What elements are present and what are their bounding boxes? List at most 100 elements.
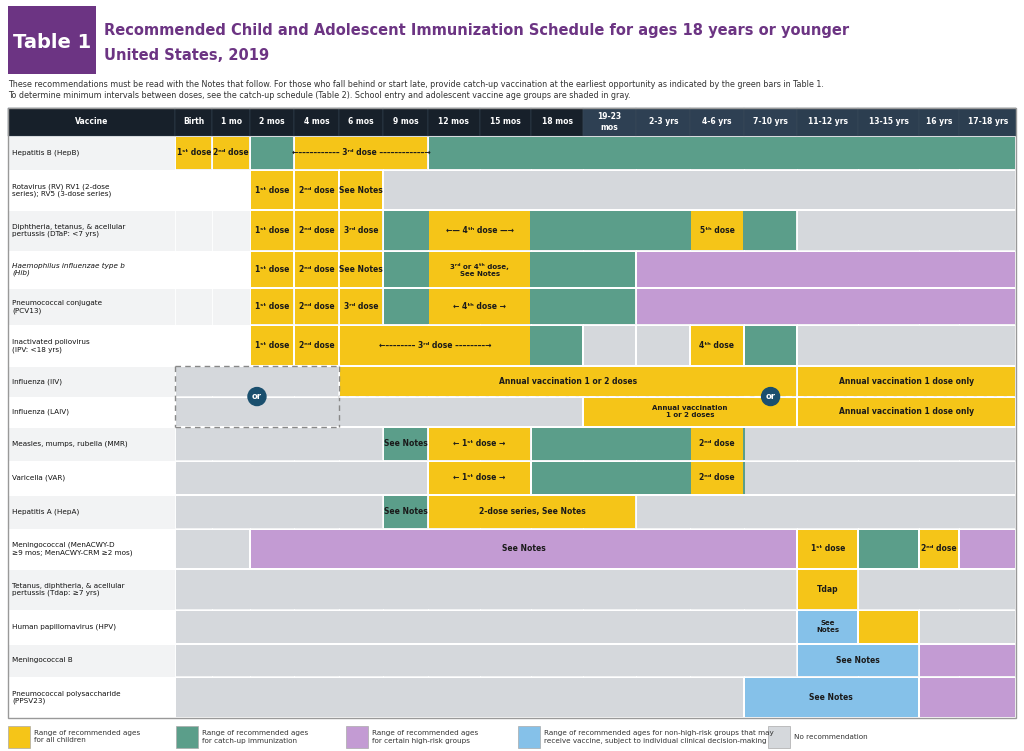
Text: ←–––––––– 3ʳᵈ dose ––––––––→: ←–––––––– 3ʳᵈ dose ––––––––→	[379, 341, 492, 350]
Text: 2-3 yrs: 2-3 yrs	[648, 117, 678, 126]
Bar	[251, 289, 294, 324]
Bar	[532, 428, 797, 460]
Bar	[859, 570, 1015, 609]
Text: No recommendation: No recommendation	[794, 734, 867, 740]
Bar	[691, 212, 742, 250]
Text: 4 mos: 4 mos	[304, 117, 330, 126]
Bar	[429, 289, 530, 324]
Bar	[340, 367, 797, 396]
Bar	[637, 108, 690, 136]
Text: Meningococcal (MenACWY-D
≥9 mos; MenACWY-CRM ≥2 mos): Meningococcal (MenACWY-D ≥9 mos; MenACWY…	[12, 541, 132, 556]
Text: 4ᵗʰ dose: 4ᵗʰ dose	[699, 341, 734, 350]
Text: Table 1: Table 1	[13, 32, 91, 52]
Text: ← 1ˢᵗ dose →: ← 1ˢᵗ dose →	[454, 473, 506, 482]
Bar	[383, 108, 428, 136]
Text: Varicella (VAR): Varicella (VAR)	[12, 475, 66, 481]
Bar	[428, 108, 479, 136]
Text: 2ⁿᵈ dose: 2ⁿᵈ dose	[299, 226, 335, 235]
Text: 2ⁿᵈ dose: 2ⁿᵈ dose	[699, 439, 735, 448]
Text: Birth: Birth	[183, 117, 205, 126]
Text: Meningococcal B: Meningococcal B	[12, 657, 73, 663]
Text: Human papillomavirus (HPV): Human papillomavirus (HPV)	[12, 623, 116, 630]
Bar	[346, 726, 368, 748]
Bar	[8, 210, 1016, 251]
Text: or: or	[766, 392, 775, 401]
Text: See
Notes: See Notes	[816, 620, 840, 633]
Text: ←— 4ᵗʰ dose —→: ←— 4ᵗʰ dose —→	[445, 226, 514, 235]
Bar	[295, 289, 338, 324]
Text: See Notes: See Notes	[837, 656, 880, 665]
Bar	[638, 327, 689, 365]
Bar	[531, 108, 583, 136]
Bar	[920, 529, 958, 568]
Bar	[8, 644, 1016, 677]
Text: Range of recommended ages
for catch-up immunization: Range of recommended ages for catch-up i…	[202, 731, 308, 743]
Bar	[799, 529, 857, 568]
Text: See Notes: See Notes	[809, 693, 853, 702]
Bar	[638, 252, 1015, 288]
Bar	[295, 108, 339, 136]
Circle shape	[248, 388, 266, 406]
Bar	[8, 6, 96, 74]
Text: 1ˢᵗ dose: 1ˢᵗ dose	[255, 265, 290, 274]
Text: 7-10 yrs: 7-10 yrs	[753, 117, 788, 126]
Bar	[339, 108, 383, 136]
Text: 3ʳᵈ dose: 3ʳᵈ dose	[344, 303, 379, 312]
Text: 17-18 yrs: 17-18 yrs	[968, 117, 1008, 126]
Bar	[176, 462, 427, 493]
Circle shape	[762, 388, 779, 406]
Bar	[638, 289, 1015, 324]
Bar	[212, 108, 250, 136]
Text: Haemophilus influenzae type b
(Hib): Haemophilus influenzae type b (Hib)	[12, 263, 125, 276]
Bar	[175, 108, 212, 136]
Bar	[690, 108, 743, 136]
Text: To determine minimum intervals between doses, see the catch-up schedule (Table 2: To determine minimum intervals between d…	[8, 91, 631, 100]
Text: Influenza (IIV): Influenza (IIV)	[12, 378, 62, 385]
Bar	[8, 170, 1016, 210]
Bar	[176, 137, 211, 169]
Text: 1ˢᵗ dose: 1ˢᵗ dose	[255, 226, 290, 235]
Bar	[384, 289, 636, 324]
Bar	[340, 327, 582, 365]
Text: See Notes: See Notes	[502, 544, 546, 553]
Bar	[638, 496, 1015, 527]
Bar	[8, 288, 1016, 325]
Bar	[384, 170, 1015, 210]
Bar	[920, 611, 1015, 643]
Bar	[799, 212, 1015, 250]
Bar	[799, 397, 1015, 426]
Bar	[176, 428, 383, 460]
Bar	[176, 529, 249, 568]
Bar	[8, 108, 175, 136]
Bar	[176, 397, 582, 426]
Bar	[8, 461, 1016, 495]
Bar	[251, 137, 294, 169]
Text: 2-dose series, See Notes: 2-dose series, See Notes	[479, 507, 586, 516]
Bar	[691, 462, 742, 493]
Bar	[799, 570, 857, 609]
Text: 2ⁿᵈ dose: 2ⁿᵈ dose	[922, 544, 956, 553]
Bar	[429, 252, 530, 288]
Bar	[959, 108, 1016, 136]
Text: 2ⁿᵈ dose: 2ⁿᵈ dose	[699, 473, 735, 482]
Text: Tetanus, diphtheria, & acellular
pertussis (Tdap: ≥7 yrs): Tetanus, diphtheria, & acellular pertuss…	[12, 583, 125, 596]
Bar	[8, 397, 1016, 427]
Bar	[8, 569, 1016, 610]
Bar	[744, 462, 1015, 493]
Bar	[340, 212, 383, 250]
Text: Tdap: Tdap	[817, 585, 839, 594]
Text: Rotavirus (RV) RV1 (2-dose
series); RV5 (3-dose series): Rotavirus (RV) RV1 (2-dose series); RV5 …	[12, 183, 112, 198]
Bar	[799, 644, 918, 677]
Text: 2ⁿᵈ dose: 2ⁿᵈ dose	[299, 185, 335, 195]
Bar	[799, 367, 1015, 396]
Text: 16 yrs: 16 yrs	[926, 117, 952, 126]
Text: See Notes: See Notes	[384, 507, 428, 516]
Bar	[8, 726, 30, 748]
Bar	[8, 136, 1016, 170]
Bar	[8, 677, 1016, 718]
Text: Measles, mumps, rubella (MMR): Measles, mumps, rubella (MMR)	[12, 441, 128, 447]
Text: Recommended Child and Adolescent Immunization Schedule for ages 18 years or youn: Recommended Child and Adolescent Immuniz…	[104, 23, 849, 38]
Text: 1 mo: 1 mo	[220, 117, 242, 126]
Text: 2ⁿᵈ dose: 2ⁿᵈ dose	[299, 303, 335, 312]
Text: 1ˢᵗ dose: 1ˢᵗ dose	[255, 185, 290, 195]
